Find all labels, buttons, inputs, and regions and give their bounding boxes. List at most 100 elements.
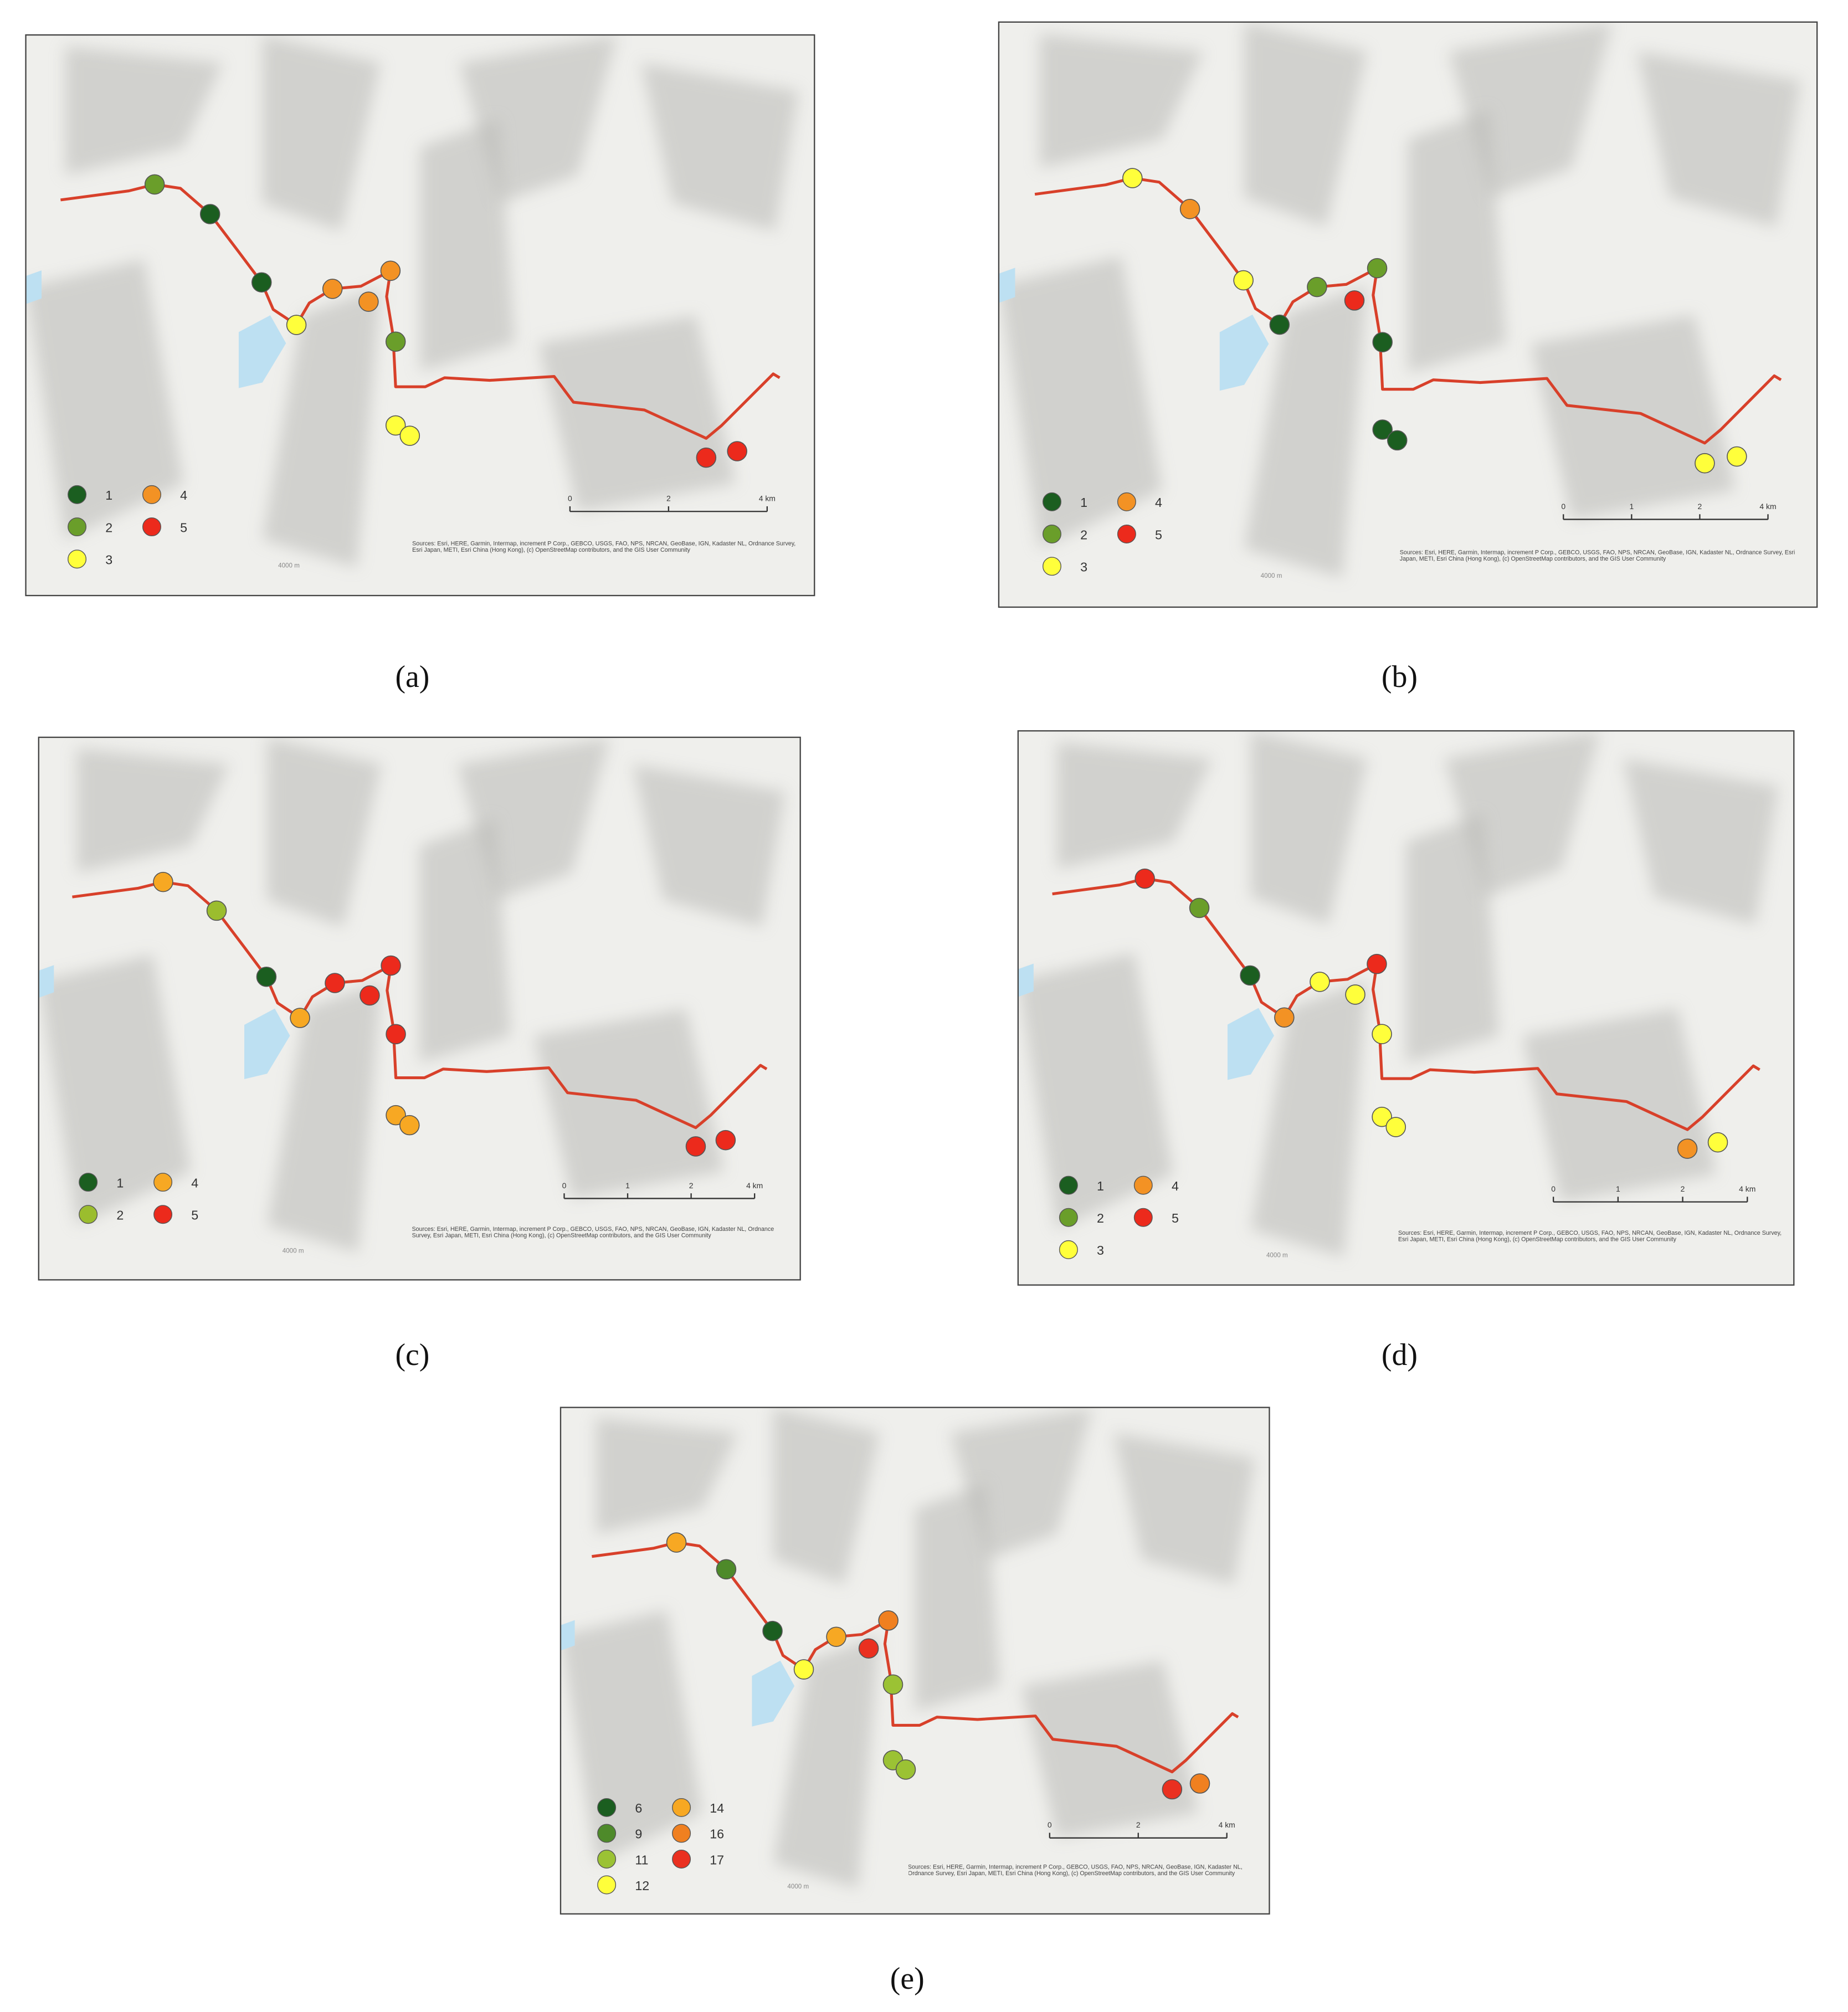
hillshade — [538, 315, 736, 512]
legend-symbol — [597, 1824, 617, 1843]
scale-label: 4 km — [759, 494, 776, 503]
hillshade — [420, 119, 515, 372]
legend-symbol — [68, 485, 87, 504]
legend-symbol — [1133, 1208, 1153, 1227]
site-marker — [1727, 446, 1747, 467]
route — [1052, 877, 1760, 1131]
site-marker — [1310, 972, 1330, 992]
hillshade — [1637, 51, 1801, 227]
hillshade — [773, 1635, 880, 1889]
scale-label: 1 — [625, 1181, 630, 1190]
map-panel: 1 2 3 4 5 0 1 2 4 km 4000 m Sources: Esri, HERE, G… — [998, 21, 1818, 694]
legend-symbol — [1133, 1176, 1153, 1195]
hillshade — [267, 981, 382, 1253]
panel-caption: (c) — [395, 1338, 429, 1372]
hillshade — [1113, 1433, 1255, 1585]
site-marker — [1189, 897, 1210, 918]
scale-label: 0 — [568, 494, 572, 503]
legend-label: 17 — [710, 1852, 724, 1867]
panel-caption: (d) — [1382, 1338, 1418, 1372]
site-marker — [1677, 1138, 1698, 1159]
legend-symbol — [79, 1173, 98, 1192]
legend-symbol — [153, 1173, 173, 1192]
scale-label: 4 km — [1219, 1820, 1235, 1829]
site-marker — [793, 1659, 814, 1680]
legend-label: 9 — [635, 1827, 642, 1841]
map-panel: 1 2 3 4 5 0 2 4 km 4000 m Sources: Esri, HERE, Ga… — [25, 34, 815, 694]
site-marker — [206, 900, 227, 921]
site-marker — [1385, 1117, 1406, 1137]
hillshade — [262, 287, 381, 568]
lake — [244, 1008, 290, 1079]
site-marker — [1372, 1106, 1392, 1127]
hillshade — [533, 1008, 725, 1199]
legend-label: 2 — [1080, 527, 1087, 542]
lake — [25, 270, 42, 304]
map-panel: 1 2 3 4 5 0 1 2 4 km 4000 m Sources: Esri, HERE, G… — [1017, 730, 1795, 1372]
map-frame — [38, 736, 801, 1281]
lake — [560, 1620, 575, 1651]
scale-label: 4 km — [1759, 502, 1776, 511]
legend-symbol — [1042, 492, 1061, 511]
site-marker — [1372, 332, 1393, 352]
hillshade — [1406, 814, 1500, 1064]
site-marker — [199, 204, 220, 224]
panel-caption: (a) — [395, 660, 429, 694]
legend-label: 4 — [1155, 495, 1162, 510]
site-marker — [1307, 276, 1327, 297]
legend-label: 12 — [635, 1878, 649, 1893]
hillshade — [267, 737, 382, 927]
legend-symbol — [672, 1824, 691, 1843]
site-marker — [858, 1638, 879, 1659]
scale-label: 0 — [562, 1181, 567, 1190]
attribution: Sources: Esri, HERE, Garmin, Intermap, i… — [1399, 548, 1795, 562]
hillshade — [419, 818, 511, 1063]
legend-symbol — [1117, 492, 1136, 511]
site-marker — [826, 1626, 846, 1647]
attribution-box: Sources: Esri, HERE, Garmin, Intermap, i… — [1399, 548, 1795, 562]
legend-label: 1 — [116, 1176, 124, 1190]
site-marker — [322, 279, 343, 299]
scale-label: 4 km — [746, 1181, 763, 1190]
legend-symbol — [597, 1875, 617, 1895]
legend-label: 16 — [710, 1827, 724, 1841]
hillshade — [915, 1483, 1000, 1712]
contour-label: 4000 m — [278, 562, 300, 569]
legend-label: 4 — [1172, 1179, 1179, 1193]
site-marker — [256, 966, 277, 987]
attribution: Sources: Esri, HERE, Garmin, Intermap, i… — [1398, 1229, 1782, 1243]
hillshade — [1623, 758, 1779, 925]
legend-symbol — [142, 485, 161, 504]
site-marker — [715, 1130, 736, 1151]
map-body: 1 2 3 4 5 0 1 2 4 km 4000 m Sources: Esri, HERE, G… — [1018, 731, 1794, 1285]
legend-label: 5 — [1155, 527, 1162, 542]
legend-symbol — [1117, 525, 1136, 544]
scale-label: 0 — [1561, 502, 1565, 511]
panel-caption: (e) — [890, 1962, 925, 1996]
hillshade — [1250, 731, 1368, 925]
legend-symbol — [1042, 557, 1061, 576]
site-marker — [386, 1024, 406, 1045]
panel-caption: (b) — [1382, 660, 1418, 694]
site-marker — [895, 1759, 916, 1780]
site-marker — [727, 441, 747, 461]
map-frame — [25, 34, 815, 597]
legend-symbol — [153, 1205, 173, 1224]
site-marker — [385, 331, 406, 352]
legend-label: 6 — [635, 1801, 642, 1815]
hillshade — [1244, 22, 1367, 227]
legend-label: 5 — [180, 520, 187, 535]
map-body: 1 2 3 4 5 0 2 4 km 4000 m Sources: Esri, HERE, Ga… — [25, 35, 815, 596]
site-marker — [153, 871, 173, 892]
lake — [1227, 1008, 1274, 1080]
legend-symbol — [597, 1849, 617, 1869]
site-marker — [380, 260, 401, 281]
legend-label: 3 — [1080, 560, 1087, 574]
route — [592, 1541, 1239, 1774]
legend-symbol — [1059, 1208, 1078, 1227]
legend-label: 1 — [1097, 1179, 1104, 1193]
scale-label: 2 — [666, 494, 671, 503]
lake — [38, 965, 54, 998]
